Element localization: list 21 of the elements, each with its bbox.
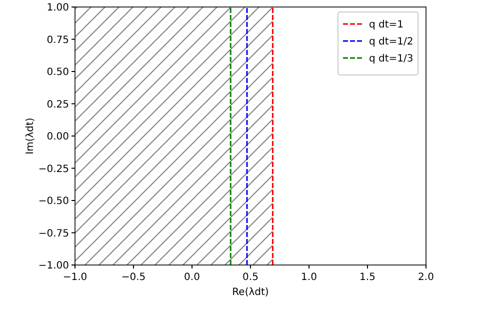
- y-axis-title: Im(λdt): [25, 118, 36, 154]
- x-tick-label: 1.5: [360, 272, 376, 283]
- y-tick-label: −1.00: [38, 260, 69, 272]
- y-tick-label: 0.50: [46, 67, 69, 78]
- x-tick-label: 1.0: [301, 272, 317, 283]
- y-tick-label: −0.25: [38, 164, 69, 175]
- x-tick-label: −1.0: [62, 272, 88, 283]
- x-tick-label: 0.5: [242, 272, 258, 283]
- y-tick-label: 0.25: [46, 99, 69, 110]
- y-tick-label: −0.75: [38, 228, 69, 240]
- legend-label: q dt=1: [369, 20, 404, 30]
- x-tick-label: 2.0: [418, 272, 434, 283]
- y-tick-label: 0.00: [46, 132, 69, 142]
- y-tick-label: −0.50: [38, 196, 69, 207]
- x-tick-label: 0.0: [184, 272, 200, 283]
- y-tick-label: 1.00: [46, 2, 69, 14]
- x-tick-label: −0.5: [121, 272, 146, 283]
- legend-label: q dt=1/3: [369, 54, 414, 64]
- x-axis-title: Re(λdt): [232, 287, 269, 298]
- legend-label: q dt=1/2: [369, 36, 414, 48]
- y-tick-label: 0.75: [46, 34, 69, 46]
